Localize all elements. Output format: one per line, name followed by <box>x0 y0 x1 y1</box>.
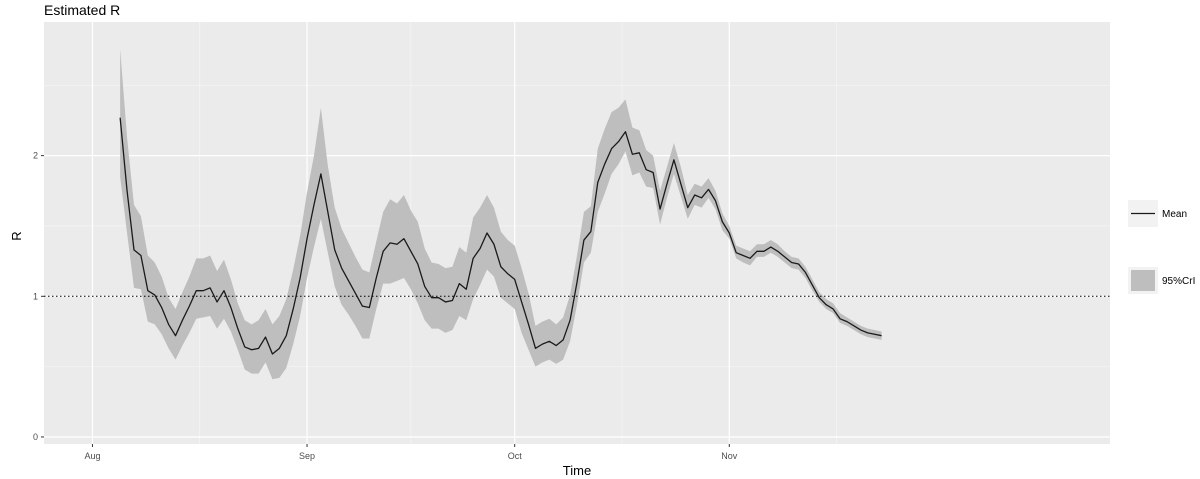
legend: Mean 95%CrI <box>1128 200 1195 294</box>
legend-key-ribbon <box>1131 270 1155 291</box>
legend-label-mean: Mean <box>1162 209 1187 220</box>
y-tick-label: 0 <box>33 432 38 442</box>
x-tick-label: Aug <box>84 451 100 461</box>
x-axis: Aug Sep Oct Nov <box>84 444 738 461</box>
mean-line <box>119 117 882 355</box>
x-tick-label: Oct <box>508 451 523 461</box>
chart-title: Estimated R <box>44 2 120 18</box>
x-tick-label: Nov <box>721 451 738 461</box>
legend-label-ribbon: 95%CrI <box>1162 276 1195 287</box>
minor-gridlines <box>44 22 1110 444</box>
y-axis-title: R <box>9 231 24 240</box>
y-tick-label: 2 <box>33 151 38 161</box>
y-axis: 0 1 2 <box>33 151 44 442</box>
y-tick-label: 1 <box>33 291 38 301</box>
mean-line-layer <box>119 117 882 355</box>
x-axis-title: Time <box>563 463 591 478</box>
x-tick-label: Sep <box>299 451 315 461</box>
plot-panel <box>44 22 1110 444</box>
